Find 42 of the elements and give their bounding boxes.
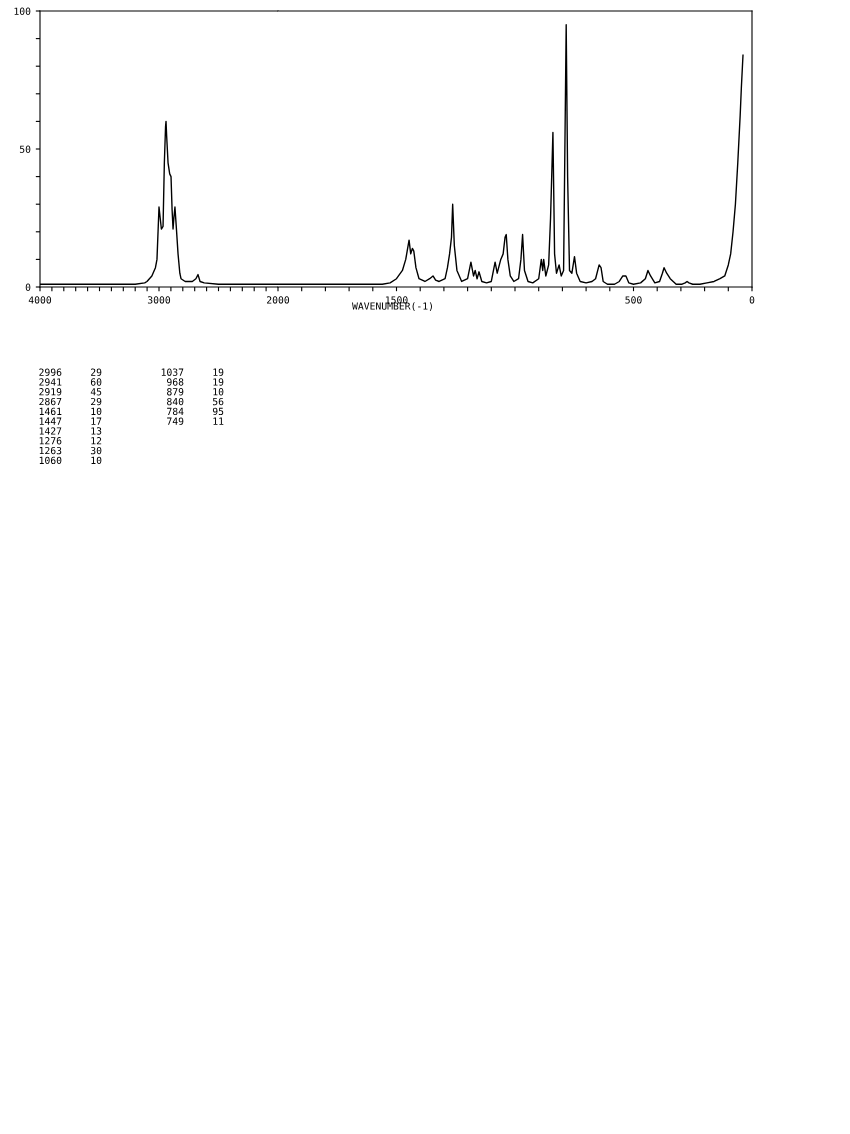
text: 749 xyxy=(167,417,184,425)
text: 10 xyxy=(213,388,224,396)
text: 19 xyxy=(213,368,224,376)
text: 2919 xyxy=(39,388,62,396)
text: 60 xyxy=(90,378,102,386)
x-tick-label: 2000 xyxy=(267,296,290,304)
y-tick-label: 100 xyxy=(14,7,31,15)
text: 2867 xyxy=(39,397,62,406)
text: 19 xyxy=(213,378,224,386)
text: 2996 xyxy=(39,368,62,376)
text: 17 xyxy=(91,417,102,425)
text: 1447 xyxy=(39,417,62,425)
x-axis-title: WAVENUMBER(-1) xyxy=(352,302,432,311)
text: 10 xyxy=(91,456,102,465)
x-tick-label: 3000 xyxy=(147,296,171,304)
text: 1263 xyxy=(39,446,62,455)
text: 95 xyxy=(212,407,224,416)
text: 1037 xyxy=(161,368,184,376)
x-tick-label: 1500 xyxy=(385,296,408,304)
text: 1461 xyxy=(39,407,62,416)
text: 784 xyxy=(167,407,184,416)
text: 29 xyxy=(91,397,102,406)
text: 840 xyxy=(167,397,184,406)
x-tick-label: 500 xyxy=(625,296,642,304)
y-tick-label: 50 xyxy=(19,145,31,153)
text: 56 xyxy=(212,397,224,406)
text: 1276 xyxy=(39,437,62,445)
text: 13 xyxy=(91,427,102,435)
y-tick-label: 0 xyxy=(25,283,31,291)
text: 29 xyxy=(91,368,102,376)
text: 45 xyxy=(90,388,102,396)
text: 1427 xyxy=(39,427,62,435)
x-tick-label: 4000 xyxy=(28,296,52,304)
text: 2941 xyxy=(39,378,62,386)
text: 30 xyxy=(90,446,102,455)
x-tick-label: 0 xyxy=(749,296,755,304)
text: 1060 xyxy=(39,456,62,465)
text: 12 xyxy=(91,437,102,445)
text: 11 xyxy=(213,417,224,425)
text: 968 xyxy=(167,378,184,386)
text: 879 xyxy=(167,388,184,396)
text: 10 xyxy=(91,407,102,416)
